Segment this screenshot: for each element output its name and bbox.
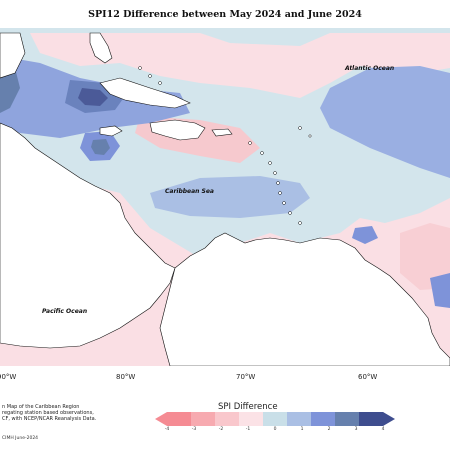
legend-arrow-right [383, 412, 395, 426]
footer-credit: CIMH June-2024 [2, 436, 39, 441]
legend-swatch [239, 412, 264, 426]
credit-line-3: CF, with NCEP/NCAR Reanalysis Data. [2, 416, 97, 422]
legend-swatch [191, 412, 216, 426]
caribbean-sea-wet-region [150, 176, 310, 218]
legend-swatches [167, 412, 384, 426]
legend-tick-label: 3 [354, 427, 358, 432]
legend-swatch [335, 412, 360, 426]
lon-label-60w: 60°W [358, 373, 378, 381]
legend-tick-label: 0 [273, 427, 277, 432]
legend-swatch [167, 412, 192, 426]
atlantic-wet-region [320, 66, 450, 178]
florida-land [89, 32, 113, 64]
map-title: SPI12 Difference between May 2024 and Ju… [88, 9, 362, 20]
legend-tick-label: -4 [164, 427, 170, 432]
spi-map: Atlantic Ocean Caribbean Sea Pacific Oce… [0, 28, 450, 366]
legend-tick-label: -1 [245, 427, 251, 432]
puerto-rico-land [211, 128, 233, 137]
legend-title: SPI Difference [218, 402, 278, 412]
lon-label-80w: 80°W [116, 373, 136, 381]
legend-swatch [287, 412, 312, 426]
legend-swatch [263, 412, 288, 426]
lon-label-70w: 70°W [236, 373, 256, 381]
legend-tick-label: -2 [218, 427, 224, 432]
credit-line-2: regating station based observations, [2, 410, 94, 416]
legend-tick-label: 2 [327, 427, 331, 432]
legend-arrow-left [155, 412, 167, 426]
lesser-antilles [138, 66, 312, 225]
legend-tick-label: 1 [300, 427, 304, 432]
legend-colorbar [155, 412, 395, 426]
cuba-wet-peak [78, 88, 108, 106]
guiana-wet-region [430, 273, 450, 308]
map-panel: Atlantic Ocean Caribbean Sea Pacific Oce… [0, 28, 450, 366]
mexico-land [0, 32, 26, 79]
caribbean-sea-label: Caribbean Sea [165, 188, 214, 195]
legend-tick-label: -3 [191, 427, 197, 432]
south-america-land [159, 232, 450, 366]
legend-tick-label: 4 [381, 427, 385, 432]
legend-swatch [311, 412, 336, 426]
atlantic-ocean-label: Atlantic Ocean [344, 65, 394, 72]
credit-line-1: n Map of the Caribbean Region [2, 404, 80, 410]
guiana-dry-region [400, 223, 450, 290]
legend-swatch [215, 412, 240, 426]
trinidad-wet-region [352, 226, 378, 244]
hispaniola-land [149, 119, 206, 141]
lon-label-90w: 90°W [0, 373, 17, 381]
pacific-ocean-label: Pacific Ocean [42, 308, 87, 315]
jamaica-land [99, 125, 123, 137]
dryer-north-region [30, 33, 450, 98]
jamaica-wet-core [91, 139, 110, 155]
legend-swatch [359, 412, 384, 426]
cuba-land [99, 77, 191, 109]
central-america-land [0, 122, 176, 349]
